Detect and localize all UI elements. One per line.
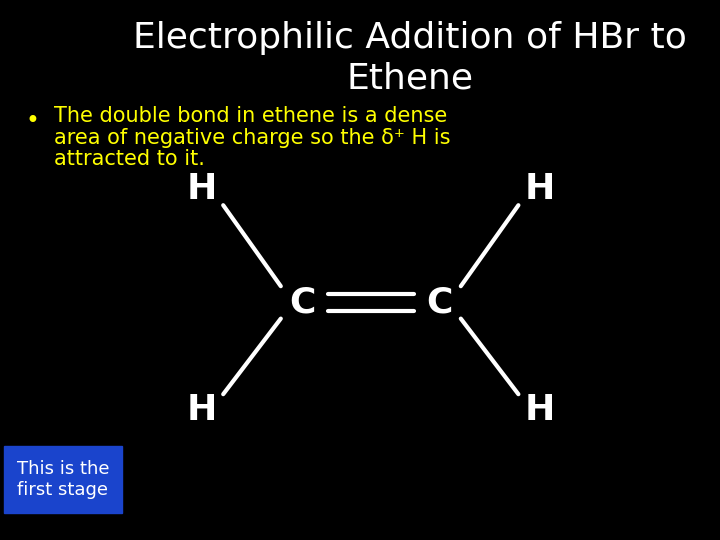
Text: This is the
first stage: This is the first stage xyxy=(17,460,109,498)
Text: Electrophilic Addition of HBr to: Electrophilic Addition of HBr to xyxy=(133,21,688,55)
Text: H: H xyxy=(525,394,555,427)
Text: attracted to it.: attracted to it. xyxy=(54,149,205,170)
Text: C: C xyxy=(426,286,452,319)
Text: H: H xyxy=(525,172,555,206)
Text: •: • xyxy=(25,110,39,133)
Text: Ethene: Ethene xyxy=(347,62,474,95)
Text: H: H xyxy=(186,172,217,206)
Text: H: H xyxy=(186,394,217,427)
Text: C: C xyxy=(289,286,315,319)
FancyBboxPatch shape xyxy=(4,446,122,513)
Text: The double bond in ethene is a dense: The double bond in ethene is a dense xyxy=(54,106,447,126)
Text: area of negative charge so the δ⁺ H is: area of negative charge so the δ⁺ H is xyxy=(54,127,451,148)
